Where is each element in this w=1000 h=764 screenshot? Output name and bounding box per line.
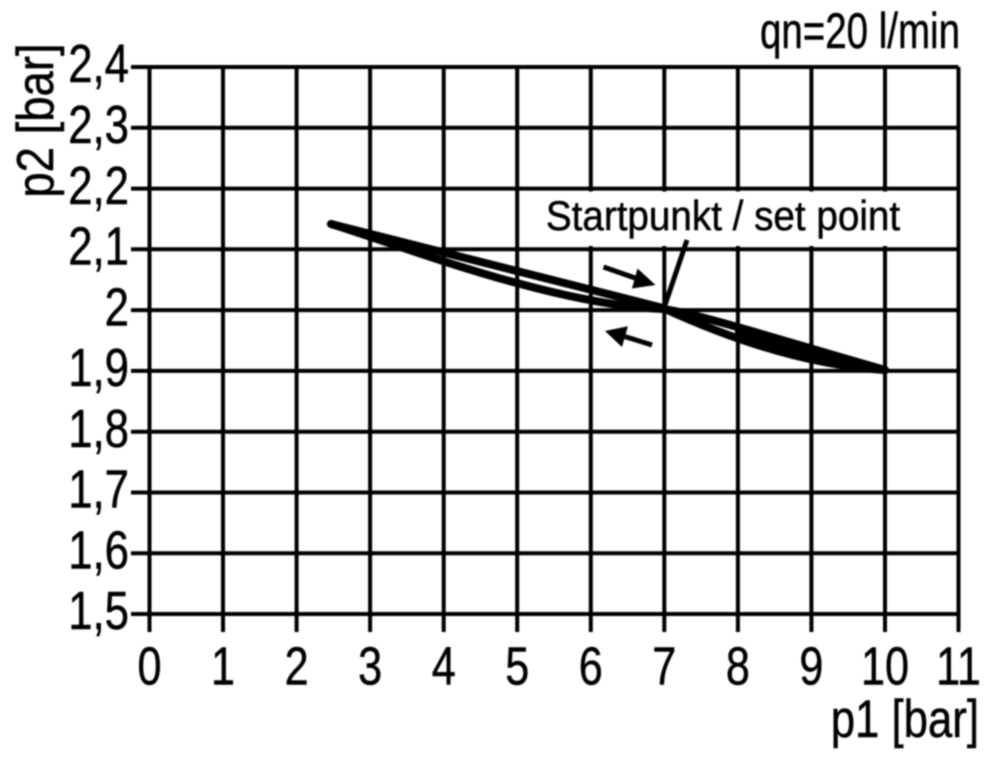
svg-text:1,8: 1,8 [68,400,129,459]
svg-text:2,3: 2,3 [68,96,129,155]
svg-text:p1 [bar]: p1 [bar] [831,690,979,749]
svg-text:1,5: 1,5 [68,582,129,641]
svg-text:6: 6 [579,637,603,697]
svg-text:2,2: 2,2 [68,157,129,216]
svg-text:2: 2 [285,637,309,697]
svg-text:Startpunkt / set point: Startpunkt / set point [546,191,900,239]
svg-text:2,4: 2,4 [68,35,129,94]
svg-text:3: 3 [358,637,382,697]
svg-text:1,9: 1,9 [68,339,129,398]
svg-text:0: 0 [137,637,161,697]
svg-text:qn=20 l/min: qn=20 l/min [760,4,960,59]
svg-text:1: 1 [211,637,235,697]
svg-text:10: 10 [861,637,909,697]
svg-text:2,1: 2,1 [68,217,129,276]
svg-text:p2 [bar]: p2 [bar] [7,43,64,197]
svg-text:1,7: 1,7 [68,460,129,519]
svg-text:8: 8 [726,637,750,697]
svg-text:7: 7 [652,637,676,697]
svg-text:11: 11 [936,637,981,697]
svg-text:4: 4 [432,637,456,697]
svg-text:2: 2 [105,278,129,337]
svg-text:9: 9 [799,637,823,697]
svg-text:1,6: 1,6 [68,521,129,580]
svg-text:5: 5 [505,637,529,697]
